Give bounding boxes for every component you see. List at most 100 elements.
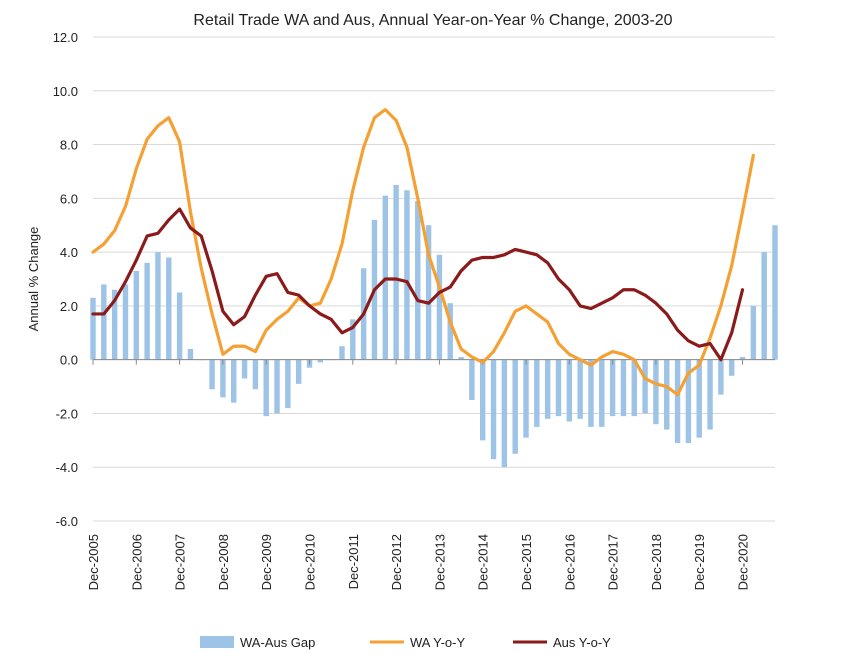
bar bbox=[447, 303, 453, 360]
bar bbox=[209, 359, 215, 390]
bar bbox=[458, 356, 464, 360]
legend-swatch-gap bbox=[200, 636, 234, 648]
bar bbox=[642, 359, 648, 414]
bar bbox=[750, 305, 757, 360]
axes bbox=[92, 359, 775, 365]
bar bbox=[480, 359, 486, 441]
y-tick-label: -6.0 bbox=[56, 514, 78, 529]
x-tick-label: Dec-2016 bbox=[562, 534, 577, 590]
bar bbox=[252, 359, 259, 390]
x-tick-label: Dec-2008 bbox=[216, 534, 231, 590]
legend: WA-Aus Gap WA Y-o-Y Aus Y-o-Y bbox=[200, 635, 611, 650]
bar bbox=[101, 284, 107, 360]
y-tick-label: 2.0 bbox=[60, 299, 78, 314]
bar bbox=[609, 359, 616, 417]
legend-label-aus: Aus Y-o-Y bbox=[553, 635, 611, 650]
bar bbox=[653, 359, 659, 425]
bar bbox=[220, 359, 226, 398]
bar bbox=[425, 225, 432, 360]
bar bbox=[144, 262, 150, 360]
chart-title: Retail Trade WA and Aus, Annual Year-on-… bbox=[193, 12, 672, 29]
bar bbox=[317, 359, 324, 363]
x-tick-label: Dec-2017 bbox=[606, 534, 621, 590]
x-tick-label: Dec-2006 bbox=[129, 534, 144, 590]
bar bbox=[674, 359, 681, 444]
bar bbox=[512, 359, 518, 454]
bar bbox=[772, 225, 778, 360]
y-tick-label: 4.0 bbox=[60, 245, 78, 260]
line-aus-yoy bbox=[91, 207, 745, 362]
y-tick-label: 10.0 bbox=[53, 84, 78, 99]
y-tick-label: -4.0 bbox=[56, 460, 78, 475]
x-tick-label: Dec-2020 bbox=[736, 534, 751, 590]
bar bbox=[404, 190, 410, 360]
y-tick-label: 6.0 bbox=[60, 191, 78, 206]
bar bbox=[588, 359, 594, 427]
line-series bbox=[91, 107, 755, 397]
x-ticks: Dec-2005 Dec-2006 Dec-2007 Dec-2008 Dec-2009… bbox=[86, 534, 751, 590]
bar bbox=[111, 289, 118, 360]
bar bbox=[696, 359, 702, 438]
bar bbox=[415, 201, 421, 360]
bar bbox=[534, 359, 540, 427]
x-tick-label: Dec-2007 bbox=[173, 534, 188, 590]
bar bbox=[523, 359, 529, 438]
bar bbox=[274, 359, 280, 414]
bar bbox=[339, 346, 345, 360]
bar-series-wa-aus-gap bbox=[90, 184, 778, 468]
legend-label-gap: WA-Aus Gap bbox=[240, 635, 315, 650]
bar bbox=[122, 284, 129, 360]
bar bbox=[155, 252, 161, 360]
bar bbox=[631, 359, 637, 417]
x-tick-label: Dec-2015 bbox=[519, 534, 534, 590]
gridlines bbox=[93, 36, 775, 522]
bar bbox=[566, 359, 573, 422]
bar bbox=[761, 252, 767, 360]
bar bbox=[393, 184, 399, 360]
bar bbox=[599, 359, 605, 427]
bar bbox=[490, 359, 497, 460]
bar bbox=[166, 257, 172, 360]
bar bbox=[718, 359, 724, 395]
bar bbox=[285, 359, 291, 409]
bar bbox=[133, 270, 140, 360]
bar bbox=[577, 359, 583, 419]
x-tick-label: Dec-2011 bbox=[346, 534, 361, 589]
x-tick-label: Dec-2014 bbox=[476, 534, 491, 590]
bar bbox=[295, 359, 302, 384]
bar bbox=[620, 359, 627, 417]
x-tick-label: Dec-2019 bbox=[692, 534, 707, 590]
bar bbox=[707, 359, 713, 430]
bar bbox=[501, 359, 508, 468]
x-tick-label: Dec-2010 bbox=[303, 534, 318, 590]
bar bbox=[187, 348, 194, 360]
bar bbox=[469, 359, 475, 400]
x-tick-label: Dec-2013 bbox=[432, 534, 447, 590]
line-wa-yoy bbox=[91, 107, 755, 397]
y-tick-label: 0.0 bbox=[60, 353, 78, 368]
y-ticks: 12.0 10.0 8.0 6.0 4.0 2.0 0.0 -2.0 -4.0 -6.0 bbox=[53, 30, 78, 529]
y-tick-label: -2.0 bbox=[56, 406, 78, 421]
bar bbox=[728, 359, 735, 376]
y-tick-label: 12.0 bbox=[53, 30, 78, 45]
bar bbox=[90, 297, 96, 360]
y-tick-label: 8.0 bbox=[60, 138, 78, 153]
bar bbox=[176, 292, 183, 360]
bar bbox=[544, 359, 551, 419]
x-tick-label: Dec-2009 bbox=[259, 534, 274, 590]
x-tick-label: Dec-2005 bbox=[86, 534, 101, 590]
x-tick-label: Dec-2012 bbox=[389, 534, 404, 590]
legend-label-wa: WA Y-o-Y bbox=[410, 635, 465, 650]
bar bbox=[241, 359, 248, 379]
bar bbox=[350, 319, 356, 360]
bar bbox=[739, 356, 746, 360]
bar bbox=[436, 254, 443, 360]
bar bbox=[685, 359, 692, 444]
bar bbox=[664, 359, 670, 430]
bar bbox=[555, 359, 562, 417]
y-axis-label: Annual % Change bbox=[26, 227, 41, 332]
bar bbox=[263, 359, 269, 417]
x-tick-label: Dec-2018 bbox=[649, 534, 664, 590]
